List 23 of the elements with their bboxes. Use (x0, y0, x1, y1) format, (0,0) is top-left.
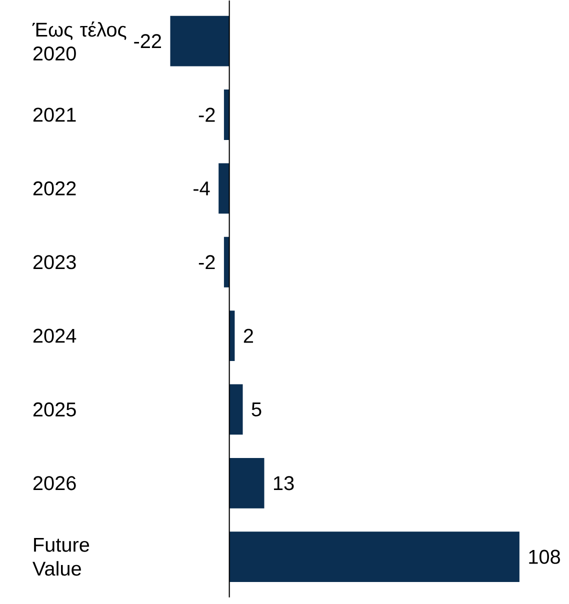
data-label: 13 (274, 476, 294, 490)
data-label: -2 (199, 255, 215, 270)
bar (229, 458, 264, 508)
y-tick-label: 2022 (34, 181, 76, 196)
bar (218, 163, 230, 214)
y-tick-label: 2026 (34, 476, 76, 490)
bar (229, 532, 520, 582)
data-label: 108 (529, 550, 560, 564)
bar (229, 384, 243, 435)
y-tick-label: 2025 (34, 402, 76, 417)
data-label: 2 (244, 328, 254, 343)
bar (224, 236, 230, 288)
data-label: -4 (194, 182, 210, 196)
y-tick-label: 2024 (34, 328, 76, 343)
y-tick-label: Έως τέλος 2020 (32, 22, 126, 61)
data-label: 5 (252, 402, 262, 416)
data-label: -2 (199, 108, 215, 122)
y-tick-label: Future Value (32, 538, 90, 576)
data-label: -22 (134, 34, 162, 48)
bar (224, 90, 230, 140)
y-tick-label: 2021 (34, 108, 76, 122)
bar (170, 16, 230, 66)
y-tick-label: 2023 (34, 255, 76, 270)
